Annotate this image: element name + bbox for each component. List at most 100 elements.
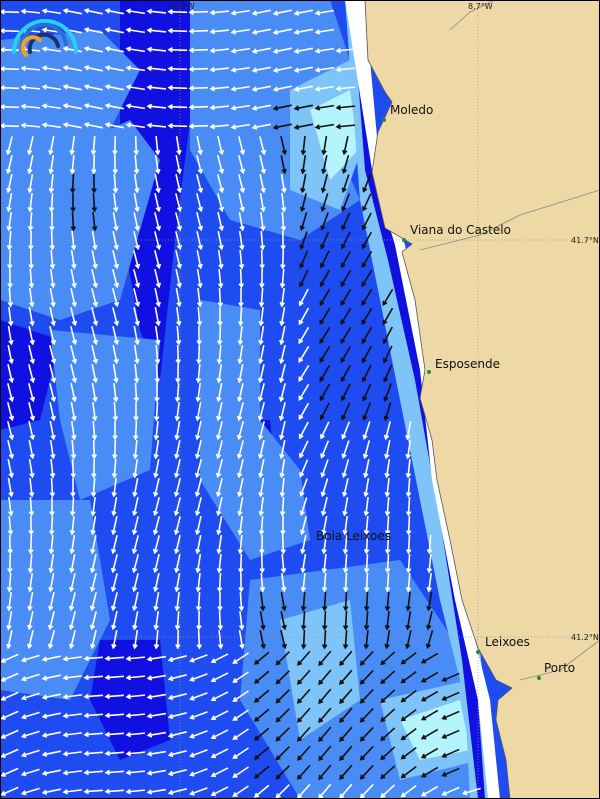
wave-arrow	[49, 307, 56, 327]
wave-arrow	[83, 655, 104, 662]
wave-arrow	[232, 728, 249, 740]
wave-arrow	[62, 713, 83, 719]
wave-arrow	[49, 249, 56, 270]
wave-arrow	[70, 458, 76, 479]
wave-arrow	[133, 231, 141, 251]
wave-arrow	[91, 364, 98, 384]
wave-arrow	[238, 174, 246, 194]
wave-arrow	[339, 669, 353, 686]
wave-arrow	[20, 692, 40, 701]
wave-arrow	[69, 515, 76, 536]
wave-arrow	[125, 8, 146, 15]
wave-arrow	[259, 192, 266, 213]
wave-arrow	[132, 458, 139, 479]
wave-arrow	[110, 611, 118, 631]
wave-arrow	[278, 421, 286, 441]
wave-arrow	[28, 345, 36, 365]
wave-arrow	[321, 610, 328, 631]
wave-arrow	[125, 65, 146, 72]
wave-arrow	[300, 553, 307, 574]
wave-arrow	[293, 28, 313, 35]
wave-arrow	[342, 515, 348, 536]
wave-arrow	[341, 440, 350, 459]
wave-arrow	[258, 496, 264, 517]
wave-arrow	[280, 192, 287, 213]
wave-arrow	[49, 402, 56, 422]
wave-arrow	[300, 610, 307, 631]
wave-arrow	[27, 155, 34, 175]
wave-arrow	[196, 174, 204, 194]
place-viana-do-castelo: Viana do Castelo	[410, 223, 511, 237]
wave-arrow	[152, 554, 160, 574]
wave-arrow	[62, 751, 83, 757]
wave-arrow	[62, 694, 83, 700]
wave-arrow	[91, 420, 98, 441]
wave-arrow	[363, 477, 370, 498]
wave-arrow	[236, 421, 244, 441]
wave-arrow	[175, 363, 181, 384]
place-markers	[382, 118, 541, 680]
wave-arrow	[384, 515, 391, 536]
wave-arrow	[89, 611, 97, 631]
wave-arrow	[318, 745, 332, 762]
wave-arrow	[382, 326, 393, 345]
wave-arrow	[175, 193, 183, 213]
wave-arrow	[216, 402, 223, 422]
wave-arrow	[83, 84, 103, 91]
wave-arrow	[91, 230, 98, 251]
wave-arrow	[112, 363, 119, 384]
wave-arrow	[217, 610, 224, 631]
wave-arrow	[275, 765, 290, 780]
place-boia-leixoes: Boia Leixoes	[316, 529, 391, 543]
wave-arrow	[383, 383, 392, 402]
wave-arrow	[175, 155, 182, 175]
wave-arrow	[91, 250, 98, 270]
wave-arrow	[90, 535, 97, 555]
wave-arrow	[174, 591, 180, 612]
wave-arrow	[298, 383, 310, 402]
wave-arrow	[132, 439, 139, 460]
wave-arrow	[69, 135, 76, 156]
wave-arrow	[91, 211, 98, 232]
wave-arrow	[174, 554, 181, 574]
wave-arrow	[272, 66, 292, 73]
wave-arrow	[259, 174, 266, 194]
wave-arrow	[49, 496, 55, 517]
wave-arrow	[20, 768, 40, 777]
wave-arrow	[174, 610, 181, 631]
wave-arrow	[339, 745, 353, 762]
wave-arrow	[167, 28, 188, 34]
wave-arrow	[48, 192, 55, 213]
wave-arrow	[296, 783, 311, 799]
wave-arrow	[339, 688, 353, 705]
wave-arrow	[339, 707, 353, 724]
wave-arrow	[146, 65, 167, 72]
wave-arrow	[167, 750, 187, 758]
wave-arrow	[62, 675, 83, 681]
wave-arrow	[280, 211, 287, 232]
wave-arrow	[217, 591, 223, 612]
wave-arrow	[230, 9, 251, 16]
wave-arrow	[298, 440, 309, 459]
wave-arrow	[361, 250, 373, 269]
wave-arrow	[251, 47, 271, 54]
wave-arrow	[318, 783, 332, 799]
wave-arrow	[196, 325, 202, 346]
wave-arrow	[49, 421, 56, 441]
wave-arrow	[258, 345, 265, 365]
wave-arrow	[217, 155, 225, 175]
wave-arrow	[132, 478, 139, 498]
wave-arrow	[83, 712, 104, 719]
wave-arrow	[232, 785, 249, 797]
wave-arrow	[341, 478, 349, 498]
wave-arrow	[195, 382, 201, 403]
wave-arrow	[125, 84, 146, 91]
wave-arrow	[209, 47, 230, 54]
wave-arrow	[296, 688, 311, 704]
wave-arrow	[342, 591, 349, 612]
wave-arrow	[210, 672, 229, 683]
wave-arrow	[420, 785, 439, 797]
wave-arrow	[112, 307, 120, 327]
wave-arrow	[340, 307, 352, 325]
wave-arrow	[253, 708, 270, 722]
